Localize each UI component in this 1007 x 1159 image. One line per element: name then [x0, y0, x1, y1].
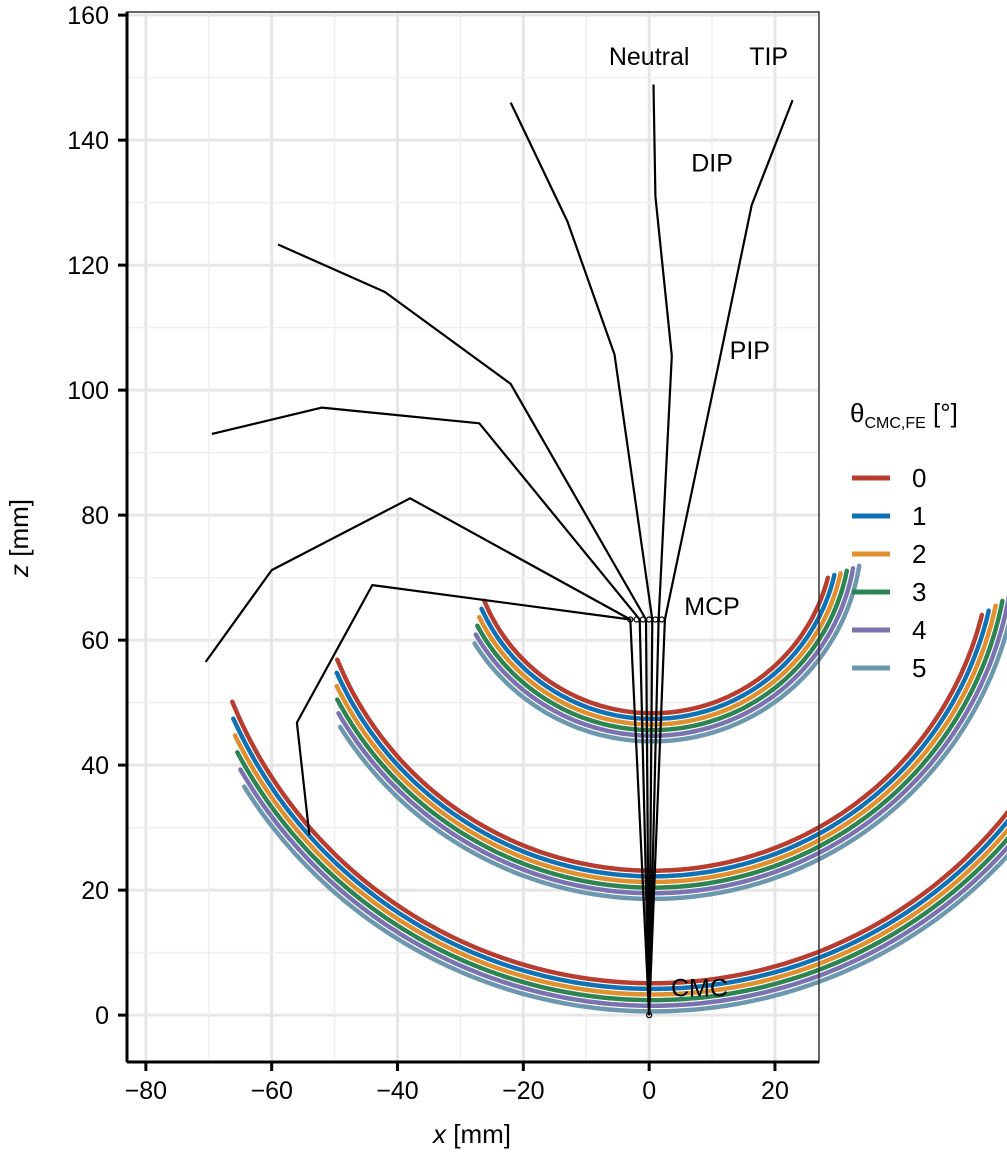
- annotation-cmc: CMC: [671, 974, 728, 1002]
- trajectory-series-4: [473, 566, 856, 739]
- x-axis-title: x [mm]: [431, 1119, 511, 1149]
- trajectory-curves: [230, 563, 1007, 1014]
- trajectory-series-5: [241, 784, 1007, 1014]
- annotation-dip: DIP: [691, 149, 733, 177]
- y-tick-label: 20: [81, 877, 109, 905]
- y-tick-label: 40: [81, 752, 109, 780]
- legend-label-1: 1: [912, 501, 926, 531]
- annotation-pip: PIP: [730, 337, 770, 365]
- y-tick-label: 0: [95, 1002, 109, 1030]
- x-tick-label: −80: [125, 1077, 167, 1105]
- trajectory-series-4: [336, 595, 1007, 896]
- trajectory-series-0: [230, 699, 1007, 986]
- annotation-mcp: MCP: [684, 593, 740, 621]
- y-tick-label: 80: [81, 502, 109, 530]
- axis-ticks: −80 −60 −40 −20 0 20 0 20 40 60 80 100 120 140 160: [67, 2, 789, 1105]
- annotation-tip: TIP: [749, 43, 788, 71]
- mcp-joint-marker: [658, 616, 665, 623]
- trajectory-series-1: [231, 716, 1007, 992]
- mcp-joint-marker: [633, 616, 640, 623]
- trajectory-series-5: [472, 563, 862, 744]
- y-tick-label: 60: [81, 627, 109, 655]
- trajectory-series-2: [334, 603, 998, 885]
- legend-label-5: 5: [912, 653, 926, 683]
- y-axis-title: z [mm]: [4, 499, 34, 578]
- cmc-joint-marker: [646, 1012, 653, 1019]
- trajectory-series-2: [232, 733, 1007, 997]
- finger-skeletons: [204, 84, 794, 1019]
- skeleton-line: [295, 583, 631, 836]
- skeleton-line: [211, 406, 651, 1016]
- y-tick-label: 160: [67, 2, 109, 30]
- x-tick-label: −20: [502, 1077, 544, 1105]
- x-tick-label: 20: [761, 1077, 789, 1105]
- trajectory-series-4: [238, 767, 1007, 1009]
- y-tick-label: 140: [67, 127, 109, 155]
- annotation-neutral: Neutral: [609, 43, 690, 71]
- mcp-joint-marker: [646, 616, 653, 623]
- joint-annotations: Neutral TIP DIP PIP MCP CMC: [609, 43, 788, 1002]
- x-tick-label: −60: [250, 1077, 292, 1105]
- legend-label-3: 3: [912, 577, 926, 607]
- mcp-joint-marker: [652, 616, 659, 623]
- trajectory-series-1: [334, 608, 992, 879]
- trajectory-series-1: [479, 572, 837, 722]
- skeleton-line: [648, 99, 794, 1016]
- x-tick-label: 0: [642, 1077, 656, 1105]
- legend-entries: 0 1 2 3 4 5: [852, 463, 926, 683]
- trajectory-series-2: [477, 570, 843, 727]
- y-tick-label: 100: [67, 377, 109, 405]
- trajectory-series-0: [482, 574, 831, 716]
- legend: θCMC,FE [°] 0 1 2 3 4 5: [850, 398, 958, 683]
- grid: [127, 12, 819, 1062]
- trajectory-series-0: [335, 612, 985, 874]
- legend-label-2: 2: [912, 539, 926, 569]
- trajectory-series-3: [335, 598, 1005, 890]
- skeleton-line: [204, 497, 651, 1016]
- mcp-joint-marker: [627, 616, 634, 623]
- mcp-joint-marker: [639, 616, 646, 623]
- legend-label-0: 0: [912, 463, 926, 493]
- x-tick-label: −40: [376, 1077, 418, 1105]
- skeleton-line: [277, 243, 651, 1016]
- legend-title: θCMC,FE [°]: [850, 398, 958, 432]
- trajectory-series-5: [337, 621, 1007, 902]
- skeleton-line: [509, 102, 654, 1016]
- legend-label-4: 4: [912, 615, 926, 645]
- trajectory-series-3: [235, 750, 1007, 1003]
- skeleton-line: [648, 84, 673, 1016]
- trajectory-series-3: [475, 568, 850, 733]
- y-tick-label: 120: [67, 252, 109, 280]
